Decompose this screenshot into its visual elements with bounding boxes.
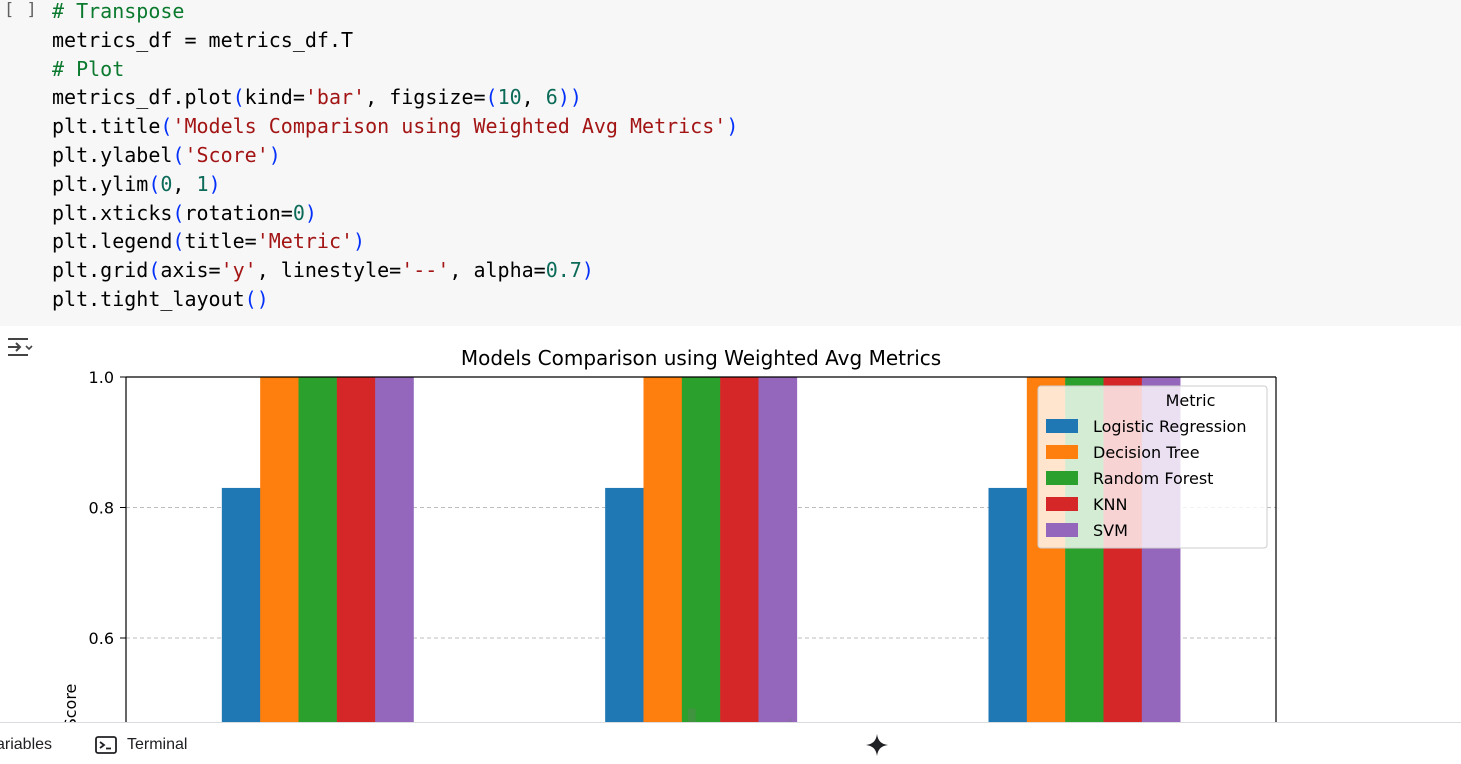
legend-entry: Logistic Regression [1093, 417, 1246, 436]
code-token: 0 [160, 171, 173, 196]
code-token: ( [485, 85, 498, 110]
legend-swatch [1046, 523, 1078, 537]
code-token: , figsize= [365, 85, 486, 110]
legend-title: Metric [1166, 391, 1216, 410]
code-token: ( [172, 142, 185, 167]
code-line: plt.title('Models Comparison using Weigh… [52, 112, 738, 141]
bar-decision-tree [260, 377, 299, 722]
code-token: ) [268, 142, 281, 167]
code-token: axis= [160, 258, 221, 283]
code-token: 'Score' [184, 142, 269, 167]
code-token: metrics_df.plot [52, 85, 233, 110]
code-line: plt.grid(axis='y', linestyle='--', alpha… [52, 256, 738, 285]
code-token: rotation= [184, 200, 293, 225]
code-token: 10 [497, 85, 522, 110]
bar-chart: Models Comparison using Weighted Avg Met… [61, 346, 1277, 722]
y-tick-label: 1.0 [89, 368, 114, 387]
run-cell-button[interactable]: [ ] [4, 0, 38, 20]
legend-swatch [1046, 497, 1078, 511]
code-token: 0.7 [545, 258, 582, 283]
bar-knn [336, 377, 376, 722]
bar-svm [758, 377, 798, 722]
code-token: ) [726, 114, 739, 139]
code-editor[interactable]: # Transpose metrics_df = metrics_df.T # Pl… [52, 0, 738, 314]
bar-svm [375, 377, 414, 722]
code-token: 'Models Comparison using Weighted Avg Me… [172, 114, 727, 139]
code-token: 6 [545, 85, 558, 110]
y-tick-label: 0.6 [89, 629, 114, 648]
legend-swatch [1046, 419, 1078, 433]
bar-knn [720, 377, 759, 722]
code-token: ) [304, 200, 317, 225]
variables-tab[interactable]: ariables [0, 736, 53, 753]
code-token: ( [172, 200, 185, 225]
code-token: ( [232, 85, 245, 110]
bar-logistic-regression [988, 487, 1028, 722]
code-token: ( [148, 171, 161, 196]
code-token: 'bar' [304, 85, 366, 110]
code-token: , [172, 171, 197, 196]
code-token: plt.tight_layout [52, 286, 245, 311]
y-tick-label: 0.8 [89, 499, 114, 518]
code-token: plt.legend [52, 229, 173, 254]
code-token: metrics_df = metrics_df.T [52, 27, 354, 52]
code-line: metrics_df = metrics_df.T [52, 26, 738, 55]
legend-entry: SVM [1093, 521, 1128, 540]
bar-random-forest [298, 377, 338, 722]
code-token: ( [160, 114, 173, 139]
code-token: '--' [401, 258, 450, 283]
code-token: # Transpose [52, 0, 185, 23]
terminal-tab[interactable]: Terminal [95, 736, 187, 754]
code-token: plt.grid [52, 258, 149, 283]
code-line: plt.ylim(0, 1) [52, 170, 738, 199]
legend-swatch [1046, 471, 1078, 485]
code-token: ) [353, 229, 366, 254]
terminal-label: Terminal [127, 736, 188, 753]
code-token: 0 [292, 200, 305, 225]
legend-entry: Random Forest [1093, 469, 1213, 488]
code-line: plt.xticks(rotation=0) [52, 199, 738, 228]
legend-swatch [1046, 445, 1078, 459]
code-token: , [521, 85, 546, 110]
code-token: ( [148, 258, 161, 283]
code-line: plt.tight_layout() [52, 285, 738, 314]
terminal-icon [95, 736, 117, 754]
chart-title: Models Comparison using Weighted Avg Met… [461, 346, 941, 370]
code-line: plt.ylabel('Score') [52, 141, 738, 170]
code-line: # Transpose [52, 0, 738, 26]
y-axis-label: Score [61, 684, 80, 722]
bar-random-forest [681, 377, 721, 722]
code-token: 1 [196, 171, 209, 196]
code-token: plt.ylim [52, 171, 149, 196]
code-token: 'Metric' [256, 229, 354, 254]
code-token: ) [208, 171, 221, 196]
code-token: 'y' [220, 258, 257, 283]
legend-box [1037, 385, 1268, 549]
gemini-sparkle-icon[interactable] [866, 734, 888, 756]
code-line: plt.legend(title='Metric') [52, 227, 738, 256]
code-token: ) [581, 258, 594, 283]
bar-decision-tree [643, 377, 683, 722]
bar-logistic-regression [221, 487, 261, 722]
code-token: , linestyle= [256, 258, 402, 283]
code-token: ( [172, 229, 185, 254]
code-token: plt.title [52, 114, 161, 139]
code-token: , alpha= [449, 258, 546, 283]
code-token: # Plot [52, 56, 125, 81]
code-token: plt.ylabel [52, 142, 173, 167]
legend-entry: Decision Tree [1093, 443, 1200, 462]
code-token: () [244, 286, 269, 311]
code-token: kind= [244, 85, 305, 110]
code-cell[interactable]: [ ] # Transpose metrics_df = metrics_df.T… [0, 0, 1461, 326]
code-token: plt.xticks [52, 200, 173, 225]
code-line: metrics_df.plot(kind='bar', figsize=(10,… [52, 83, 738, 112]
bar-logistic-regression [605, 487, 644, 722]
output-toggle-icon[interactable] [6, 335, 34, 359]
legend-entry: KNN [1093, 495, 1127, 514]
code-token: title= [184, 229, 257, 254]
status-bar: ariables Terminal [0, 722, 1461, 764]
code-line: # Plot [52, 55, 738, 84]
code-token: )) [557, 85, 582, 110]
